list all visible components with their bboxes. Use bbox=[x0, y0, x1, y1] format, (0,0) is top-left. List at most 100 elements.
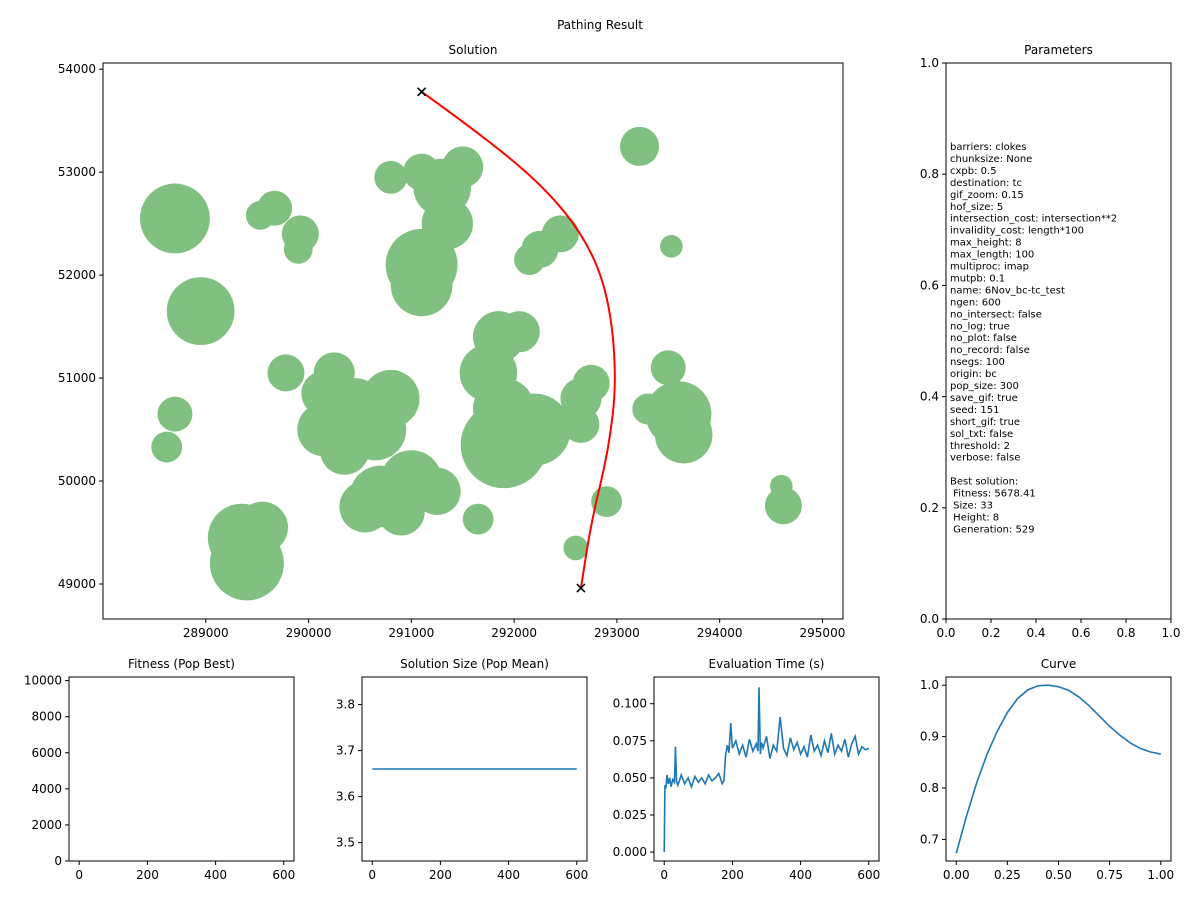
obstacle bbox=[245, 200, 275, 230]
y-tick-label: 0.9 bbox=[920, 730, 939, 744]
obstacle bbox=[146, 189, 184, 227]
obstacle bbox=[632, 393, 664, 425]
parameter-line: save_gif: true bbox=[950, 393, 1018, 404]
parameter-line: origin: bc bbox=[950, 369, 997, 380]
x-tick-label: 0.00 bbox=[943, 868, 970, 882]
obstacle bbox=[541, 215, 579, 253]
x-tick-label: 0 bbox=[660, 868, 668, 882]
chart-solution: Solution 289000 290000 291000 292000 293000 29… bbox=[58, 43, 846, 640]
chart-evaltime: Evaluation Time (s) 0 200 400 600 0.000 0.025 0… bbox=[613, 657, 881, 882]
parameter-line: multiproc: imap bbox=[950, 262, 1029, 273]
x-tick-label: 0.2 bbox=[981, 626, 1000, 640]
chart-title: Solution bbox=[449, 43, 498, 57]
x-tick-label: 400 bbox=[204, 868, 227, 882]
parameter-line: max_height: 8 bbox=[950, 238, 1022, 249]
y-tick-label: 53000 bbox=[58, 165, 96, 179]
obstacle bbox=[442, 146, 484, 188]
y-tick-label: 0.100 bbox=[613, 697, 647, 711]
parameter-line: sol_txt: false bbox=[950, 429, 1013, 440]
y-tick-label: 0.7 bbox=[920, 832, 939, 846]
parameter-line: nsegs: 100 bbox=[950, 357, 1005, 368]
x-tick-label: 400 bbox=[497, 868, 520, 882]
y-tick-label: 3.6 bbox=[336, 790, 355, 804]
obstacle bbox=[236, 501, 288, 554]
parameter-line: Height: 8 bbox=[950, 512, 999, 523]
parameter-line: Generation: 529 bbox=[950, 524, 1035, 535]
x-tick-label: 400 bbox=[789, 868, 812, 882]
parameter-line: Best solution: bbox=[950, 477, 1018, 488]
chart-title: Parameters bbox=[1024, 43, 1093, 57]
x-tick-label: 289000 bbox=[183, 626, 229, 640]
obstacle bbox=[764, 487, 802, 525]
parameter-line: invalidity_cost: length*100 bbox=[950, 226, 1084, 237]
obstacle bbox=[313, 352, 355, 394]
obstacle bbox=[374, 160, 408, 194]
axes-frame bbox=[361, 676, 588, 862]
x-tick-label: 0.25 bbox=[994, 868, 1021, 882]
axes-frame bbox=[68, 676, 295, 862]
x-tick-label: 294000 bbox=[697, 626, 743, 640]
obstacle bbox=[151, 431, 183, 463]
x-tick-label: 200 bbox=[721, 868, 744, 882]
y-tick-label: 0.8 bbox=[920, 781, 939, 795]
obstacle bbox=[267, 354, 305, 392]
y-tick-label: 4000 bbox=[31, 782, 62, 796]
parameter-line: destination: tc bbox=[950, 178, 1022, 189]
y-tick-label: 8000 bbox=[31, 710, 62, 724]
x-tick-label: 600 bbox=[565, 868, 588, 882]
x-tick-label: 0.6 bbox=[1071, 626, 1090, 640]
x-tick-label: 1.0 bbox=[1161, 626, 1180, 640]
plot-area-solution bbox=[140, 87, 802, 601]
parameter-line: cxpb: 0.5 bbox=[950, 166, 997, 177]
plot-area-evaltime bbox=[663, 687, 870, 853]
x-tick-label: 0 bbox=[368, 868, 376, 882]
y-tick-label: 6000 bbox=[31, 746, 62, 760]
x-tick-label: 295000 bbox=[800, 626, 846, 640]
series-line bbox=[955, 684, 1161, 854]
axes-frame bbox=[945, 676, 1172, 862]
parameter-line: Fitness: 5678.41 bbox=[950, 489, 1036, 500]
x-tick-label: 290000 bbox=[286, 626, 332, 640]
axes-frame bbox=[653, 676, 880, 862]
obstacle bbox=[563, 535, 589, 561]
obstacle bbox=[650, 350, 686, 386]
chart-title: Evaluation Time (s) bbox=[709, 657, 825, 671]
obstacle bbox=[514, 244, 545, 276]
x-tick-label: 1.00 bbox=[1147, 868, 1174, 882]
solution-path bbox=[421, 91, 616, 589]
y-tick-label: 0.075 bbox=[613, 734, 647, 748]
parameter-line: max_length: 100 bbox=[950, 250, 1034, 261]
parameter-line: pop_size: 300 bbox=[950, 381, 1019, 392]
figure-title: Pathing Result bbox=[557, 18, 643, 32]
obstacle-group bbox=[140, 126, 802, 601]
parameter-line: Size: 33 bbox=[950, 501, 993, 512]
x-tick-label: 0.50 bbox=[1045, 868, 1072, 882]
y-tick-label: 0.025 bbox=[613, 808, 647, 822]
x-tick-label: 291000 bbox=[388, 626, 434, 640]
obstacle bbox=[654, 405, 713, 464]
parameter-line: gif_zoom: 0.15 bbox=[950, 190, 1024, 201]
y-tick-label: 0.4 bbox=[920, 390, 939, 404]
obstacle bbox=[157, 396, 193, 432]
x-tick-label: 200 bbox=[136, 868, 159, 882]
parameter-line: short_gif: true bbox=[950, 417, 1020, 428]
parameter-line: ngen: 600 bbox=[950, 297, 1001, 308]
x-tick-label: 0.4 bbox=[1026, 626, 1045, 640]
parameter-line: seed: 151 bbox=[950, 405, 1000, 416]
chart-size: Solution Size (Pop Mean) 0 200 400 600 3.5 3.6… bbox=[336, 657, 588, 882]
x-tick-label: 293000 bbox=[594, 626, 640, 640]
parameter-line: name: 6Nov_bc-tc_test bbox=[950, 285, 1065, 296]
y-tick-label: 0.8 bbox=[920, 167, 939, 181]
y-tick-label: 1.0 bbox=[920, 56, 939, 70]
parameter-line: barriers: clokes bbox=[950, 142, 1027, 153]
axes-frame bbox=[945, 62, 1172, 620]
obstacle bbox=[462, 503, 494, 535]
chart-title: Curve bbox=[1041, 657, 1076, 671]
parameter-line: verbose: false bbox=[950, 453, 1020, 464]
y-tick-label: 10000 bbox=[24, 674, 62, 688]
parameter-line: chunksize: None bbox=[950, 154, 1032, 165]
y-tick-label: 0.000 bbox=[613, 845, 647, 859]
y-tick-label: 3.8 bbox=[336, 698, 355, 712]
chart-fitness: Fitness (Pop Best)0 200 400 600020004000600… bbox=[24, 657, 295, 882]
